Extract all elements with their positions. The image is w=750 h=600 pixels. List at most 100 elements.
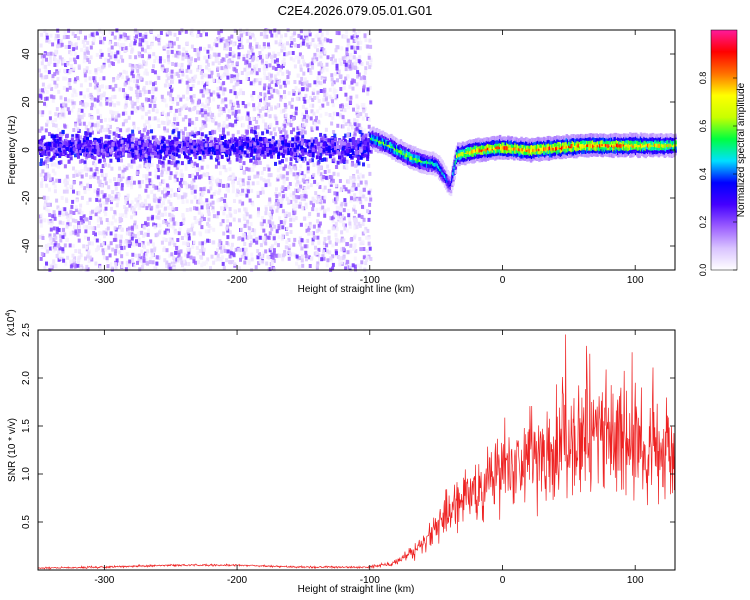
noise-mark bbox=[294, 175, 298, 180]
noise-mark bbox=[135, 92, 139, 97]
noise-mark bbox=[187, 262, 191, 266]
noise-mark bbox=[346, 259, 349, 264]
noise-mark bbox=[54, 123, 58, 128]
noise-mark bbox=[274, 253, 278, 258]
noise-mark bbox=[335, 227, 339, 232]
noise-mark bbox=[250, 129, 253, 134]
noise-mark bbox=[226, 131, 230, 136]
noise-mark bbox=[260, 170, 264, 175]
noise-mark bbox=[196, 102, 200, 107]
noise-mark bbox=[127, 115, 131, 120]
noise-mark bbox=[315, 207, 319, 212]
noise-mark bbox=[114, 233, 118, 238]
noise-mark bbox=[242, 54, 246, 59]
noise-mark bbox=[262, 251, 265, 256]
noise-mark bbox=[147, 136, 151, 141]
noise-mark bbox=[93, 172, 97, 177]
noise-mark bbox=[355, 108, 359, 113]
noise-mark bbox=[323, 208, 327, 213]
noise-mark bbox=[299, 29, 303, 34]
noise-mark bbox=[280, 196, 284, 201]
noise-mark bbox=[216, 104, 220, 109]
noise-mark bbox=[150, 216, 154, 221]
noise-mark bbox=[188, 184, 191, 189]
noise-mark bbox=[180, 260, 184, 265]
noise-mark bbox=[167, 159, 171, 164]
noise-mark bbox=[248, 198, 252, 203]
noise-mark bbox=[184, 192, 188, 197]
noise-mark bbox=[92, 169, 95, 174]
noise-mark bbox=[58, 210, 62, 215]
noise-mark bbox=[64, 97, 67, 102]
noise-mark bbox=[255, 63, 259, 68]
noise-mark bbox=[230, 56, 234, 61]
noise-mark bbox=[360, 190, 364, 195]
noise-mark bbox=[181, 263, 184, 268]
noise-mark bbox=[285, 240, 289, 245]
noise-mark bbox=[250, 257, 254, 262]
noise-mark bbox=[65, 174, 69, 179]
noise-mark bbox=[54, 57, 58, 62]
noise-mark bbox=[58, 255, 62, 260]
noise-mark bbox=[86, 88, 90, 93]
noise-mark bbox=[55, 62, 59, 67]
noise-mark bbox=[170, 69, 174, 74]
noise-mark bbox=[64, 100, 68, 105]
noise-mark bbox=[75, 198, 79, 203]
noise-mark bbox=[303, 186, 307, 191]
noise-mark bbox=[45, 164, 49, 169]
noise-mark bbox=[157, 199, 161, 204]
noise-mark bbox=[348, 224, 352, 229]
noise-mark bbox=[86, 50, 90, 55]
noise-mark bbox=[225, 226, 229, 231]
noise-mark bbox=[118, 213, 122, 218]
noise-mark bbox=[132, 207, 136, 212]
noise-mark bbox=[292, 194, 296, 199]
noise-mark bbox=[301, 123, 305, 127]
noise-mark bbox=[201, 120, 205, 125]
noise-mark bbox=[87, 251, 91, 256]
noise-band-mark bbox=[139, 136, 143, 141]
noise-mark bbox=[350, 80, 354, 85]
noise-mark bbox=[277, 64, 281, 68]
noise-mark bbox=[297, 91, 301, 96]
noise-mark bbox=[162, 179, 166, 184]
noise-mark bbox=[50, 240, 54, 245]
noise-mark bbox=[83, 55, 87, 60]
noise-mark bbox=[346, 242, 349, 246]
noise-mark bbox=[130, 215, 133, 220]
noise-mark bbox=[115, 111, 119, 116]
noise-mark bbox=[41, 177, 45, 182]
noise-mark bbox=[316, 33, 320, 37]
noise-band-mark bbox=[305, 139, 309, 144]
noise-mark bbox=[121, 172, 125, 177]
noise-mark bbox=[178, 30, 182, 35]
noise-mark bbox=[228, 114, 231, 119]
noise-mark bbox=[177, 231, 181, 236]
noise-mark bbox=[92, 31, 96, 36]
noise-mark bbox=[96, 91, 100, 96]
noise-mark bbox=[94, 70, 98, 75]
noise-mark bbox=[356, 45, 360, 50]
noise-mark bbox=[264, 179, 268, 184]
noise-mark bbox=[121, 58, 125, 63]
noise-mark bbox=[262, 239, 266, 244]
noise-mark bbox=[40, 61, 44, 66]
noise-mark bbox=[56, 70, 60, 75]
noise-mark bbox=[132, 121, 136, 126]
noise-mark bbox=[325, 67, 329, 72]
noise-mark bbox=[355, 225, 359, 230]
noise-mark bbox=[334, 58, 337, 63]
noise-mark bbox=[225, 214, 229, 219]
noise-mark bbox=[264, 183, 268, 188]
noise-mark bbox=[362, 109, 366, 114]
noise-mark bbox=[71, 218, 75, 223]
noise-mark bbox=[116, 199, 120, 204]
noise-mark bbox=[55, 226, 59, 231]
noise-mark bbox=[53, 243, 57, 248]
noise-mark bbox=[209, 155, 213, 160]
noise-mark bbox=[182, 104, 186, 109]
noise-mark bbox=[163, 194, 167, 199]
noise-mark bbox=[258, 51, 262, 55]
noise-mark bbox=[306, 169, 310, 174]
